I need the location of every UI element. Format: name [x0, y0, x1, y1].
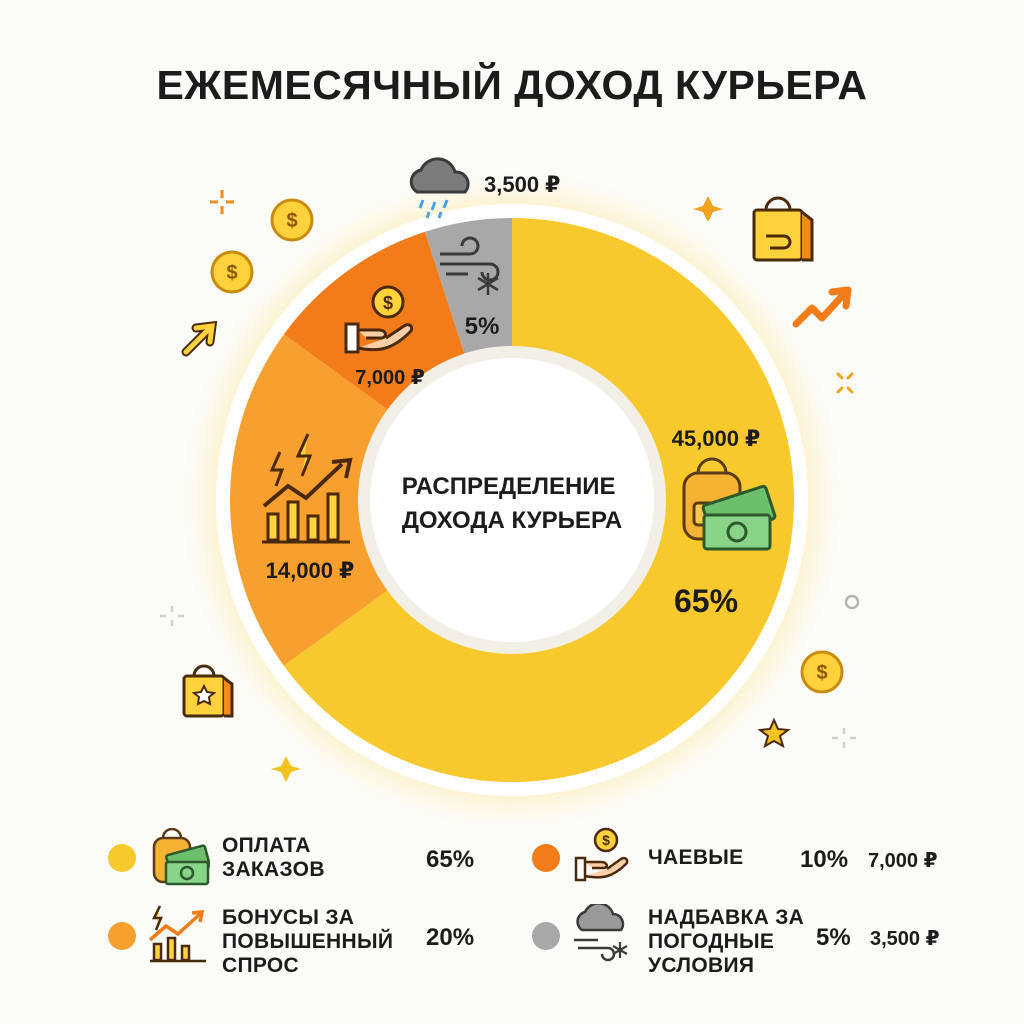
- wind-snow-icon: [440, 236, 500, 295]
- legend-percent-orders: 65%: [426, 846, 475, 873]
- legend-dot-weather: [532, 922, 560, 950]
- svg-text:$: $: [602, 832, 610, 848]
- slice-amount-orders: 45,000 ₽: [672, 426, 761, 451]
- growth-chart-lightning-icon: [148, 905, 206, 963]
- center-label: РАСПРЕДЕЛЕНИЕ ДОХОДА КУРЬЕРА: [402, 473, 622, 534]
- legend-label-tips: ЧАЕВЫЕ: [648, 846, 744, 869]
- legend-amount-weather: 3,500 ₽: [870, 928, 940, 950]
- hand-coin-icon: $: [344, 285, 414, 354]
- legend-percent-weather: 5%: [816, 924, 851, 951]
- center-label-line-2: ДОХОДА КУРЬЕРА: [402, 507, 622, 534]
- backpack-money-icon: [682, 457, 777, 551]
- backpack-money-icon: [152, 828, 210, 886]
- hand-coin-icon: $: [574, 827, 629, 882]
- slice-amount-tips: 7,000 ₽: [355, 367, 425, 389]
- legend-dot-orders: [108, 844, 136, 872]
- slice-percent-weather: 5%: [465, 313, 500, 340]
- legend-percent-bonus: 20%: [426, 924, 475, 951]
- slice-percent-orders: 65%: [674, 583, 738, 619]
- legend-percent-tips: 10%: [800, 846, 849, 873]
- rain-cloud-snow-icon: [409, 157, 470, 219]
- center-label-line-1: РАСПРЕДЕЛЕНИЕ: [402, 473, 616, 500]
- legend-label-weather: НАДБАВКА ЗА ПОГОДНЫЕ УСЛОВИЯ: [648, 906, 805, 977]
- legend-amount-tips: 7,000 ₽: [868, 850, 938, 872]
- chart-title: ЕЖЕМЕСЯЧНЫЙ ДОХОД КУРЬЕРА: [156, 62, 868, 108]
- growth-chart-lightning-icon: [262, 433, 353, 544]
- weather-amount-callout: 3,500 ₽: [484, 172, 560, 197]
- slice-amount-bonus: 14,000 ₽: [266, 558, 355, 583]
- legend-dot-bonus: [108, 922, 136, 950]
- donut-hole: [358, 346, 666, 654]
- svg-text:$: $: [383, 293, 393, 313]
- legend-label-orders: ОПЛАТА ЗАКАЗОВ: [222, 834, 325, 881]
- legend-dot-tips: [532, 844, 560, 872]
- rain-cloud-snow-icon: [574, 904, 628, 962]
- legend-label-bonus: БОНУСЫ ЗА ПОВЫШЕННЫЙ СПРОС: [222, 906, 394, 977]
